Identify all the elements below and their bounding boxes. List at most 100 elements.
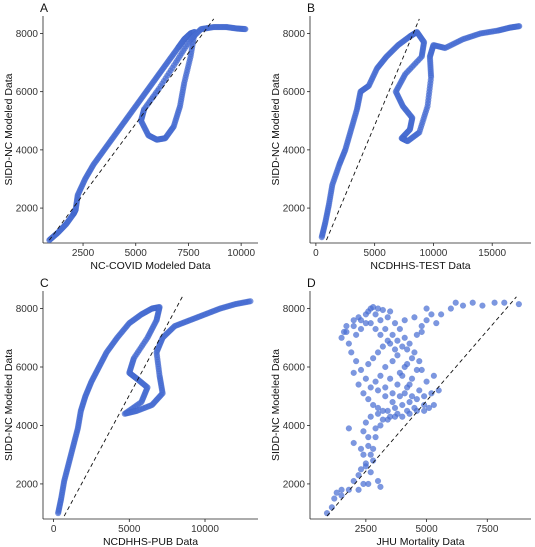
reference-line xyxy=(48,18,215,241)
data-point xyxy=(360,451,367,458)
data-point xyxy=(333,489,340,496)
panel-b: 0 5000 10000 15000 2000 4000 6000 8000 NCDHHS-TE… xyxy=(270,1,531,272)
data-point xyxy=(242,25,249,33)
data-point xyxy=(367,384,374,391)
y-tick-label: 2000 xyxy=(16,479,39,490)
data-point xyxy=(355,472,362,479)
y-tick-label: 8000 xyxy=(16,29,39,40)
data-point xyxy=(394,337,401,344)
data-point xyxy=(469,299,476,306)
data-point xyxy=(343,328,350,336)
data-point xyxy=(382,363,389,371)
data-point xyxy=(394,381,401,388)
data-point xyxy=(331,495,338,502)
data-point xyxy=(352,331,360,339)
y-tick-label: 2000 xyxy=(16,204,39,215)
y-tick-label: 4000 xyxy=(16,421,39,432)
data-point xyxy=(386,308,394,315)
data-point xyxy=(401,390,408,397)
data-point xyxy=(416,358,423,365)
x-tick-label: 10000 xyxy=(420,248,448,259)
data-point xyxy=(406,340,413,347)
data-point xyxy=(357,366,365,374)
data-point xyxy=(350,322,357,330)
data-point xyxy=(423,378,430,385)
data-point xyxy=(403,360,411,368)
y-tick-label: 4000 xyxy=(16,145,39,156)
data-point xyxy=(420,401,428,409)
data-point xyxy=(369,457,377,464)
y-axis-title: SIDD-NC Modeled Data xyxy=(270,73,282,185)
data-point xyxy=(418,322,425,330)
x-tick-label: 15000 xyxy=(478,248,506,259)
data-point xyxy=(374,387,382,394)
data-point xyxy=(391,404,399,412)
data-point xyxy=(399,343,406,350)
y-tick-label: 2000 xyxy=(283,204,306,215)
panel-letter: B xyxy=(307,1,315,15)
data-point xyxy=(382,325,389,333)
data-point xyxy=(389,390,396,397)
x-tick-label: 5000 xyxy=(118,524,141,535)
data-point xyxy=(516,23,523,30)
data-point xyxy=(423,317,430,324)
data-layer xyxy=(46,18,249,243)
reference-line xyxy=(326,296,517,517)
data-point xyxy=(365,434,372,441)
data-point xyxy=(362,463,370,470)
data-point xyxy=(362,375,370,382)
data-point xyxy=(365,360,372,368)
data-point xyxy=(396,325,404,333)
data-point xyxy=(384,416,391,423)
y-tick-label: 8000 xyxy=(283,29,306,40)
y-tick-label: 6000 xyxy=(16,87,39,98)
data-point xyxy=(247,298,254,305)
data-point xyxy=(394,352,401,359)
data-point xyxy=(384,314,391,321)
data-point xyxy=(416,387,423,394)
data-point xyxy=(413,396,421,403)
data-point xyxy=(396,393,404,400)
x-tick-label: 7500 xyxy=(476,524,499,535)
panel-d: 2500 5000 7500 2000 4000 6000 8000 JHU Mortalit… xyxy=(270,276,531,547)
data-point xyxy=(355,486,362,493)
data-point xyxy=(369,355,377,362)
data-point xyxy=(425,404,433,412)
data-point xyxy=(343,322,350,330)
x-tick-label: 2500 xyxy=(355,524,378,535)
y-tick-label: 4000 xyxy=(283,421,306,432)
data-point xyxy=(360,390,367,397)
data-point xyxy=(360,480,367,488)
x-tick-label: 5000 xyxy=(364,248,387,259)
panel-letter: A xyxy=(40,1,48,15)
panel-letter: D xyxy=(307,276,316,290)
data-point xyxy=(357,325,365,333)
data-point xyxy=(515,301,523,308)
data-point xyxy=(374,404,382,412)
data-point xyxy=(338,486,345,493)
y-axis-title: SIDD-NC Modeled Data xyxy=(270,349,282,461)
y-axis-title: SIDD-NC Modeled Data xyxy=(3,349,15,461)
data-point xyxy=(348,349,355,356)
x-tick-label: 7500 xyxy=(177,248,200,259)
x-axis-title: NCDHHS-TEST Data xyxy=(370,260,470,272)
data-point xyxy=(428,311,435,318)
data-point xyxy=(389,358,396,365)
x-tick-label: 2500 xyxy=(72,248,95,259)
data-point xyxy=(501,299,508,306)
data-point xyxy=(377,317,384,324)
x-axis-title: JHU Mortality Data xyxy=(376,536,464,547)
y-tick-label: 8000 xyxy=(16,304,39,315)
data-point xyxy=(406,410,413,417)
data-point xyxy=(382,393,389,400)
data-point xyxy=(377,372,384,379)
data-point xyxy=(384,337,391,344)
data-point xyxy=(345,425,353,432)
data-point xyxy=(350,369,357,377)
data-point xyxy=(408,375,416,382)
x-tick-label: 10000 xyxy=(191,524,219,535)
data-point xyxy=(391,413,399,420)
data-point xyxy=(411,314,418,321)
data-point xyxy=(418,366,425,374)
data-layer xyxy=(318,18,523,241)
